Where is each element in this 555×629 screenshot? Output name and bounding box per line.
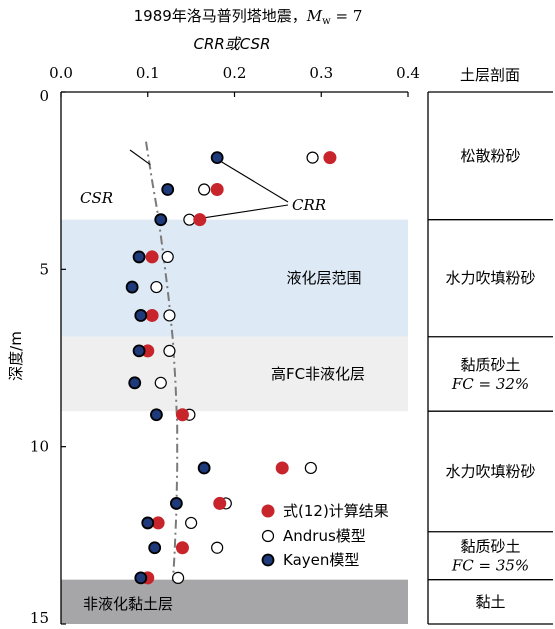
- point-s1-4: [145, 250, 159, 264]
- point-s3-6: [134, 309, 148, 322]
- point-s2-3: [183, 213, 196, 226]
- legend-label-2: Andrus模型: [283, 527, 366, 545]
- band-3: [61, 579, 408, 624]
- band-2: [61, 336, 408, 412]
- point-s2-6: [163, 309, 176, 322]
- point-s1-11: [175, 541, 189, 555]
- strata-name-1: 松散粉砂: [460, 147, 520, 165]
- point-s3-7: [132, 344, 146, 358]
- point-s3-2: [161, 183, 175, 196]
- point-s2-14: [172, 571, 185, 584]
- point-s3-9: [150, 408, 163, 422]
- strata-fc-5: FC = 35%: [451, 557, 529, 575]
- point-s2-10: [304, 461, 317, 475]
- x-tick-label-3: 0.2: [223, 64, 247, 82]
- y-tick-label-3: 10: [30, 438, 49, 456]
- csr-label: CSR: [80, 189, 113, 207]
- point-s1-1: [323, 151, 337, 165]
- axes: 0.0 0.1 0.2 0.3 0.4 0 5 10 15: [30, 64, 420, 627]
- point-s3-4: [132, 250, 146, 264]
- legend-marker-3: [261, 553, 275, 567]
- x-tick-label-1: 0.0: [49, 64, 73, 82]
- point-s2-4: [161, 250, 174, 264]
- point-s3-5: [125, 280, 139, 294]
- point-s3-10: [197, 461, 211, 475]
- point-s1-9: [213, 496, 227, 510]
- point-s2-12: [185, 516, 198, 530]
- point-s3-11: [169, 497, 183, 510]
- x-axis-label: CRR或CSR: [193, 35, 270, 53]
- strata-name-3: 黏质砂土: [460, 356, 520, 374]
- point-s1-5: [145, 308, 159, 322]
- point-s1-8: [275, 461, 289, 475]
- csr-leader: [129, 149, 151, 166]
- crr-label: CRR: [292, 196, 326, 214]
- y-tick-label-2: 5: [39, 260, 49, 278]
- points-layer: [125, 151, 337, 585]
- x-tick-label-5: 0.4: [396, 64, 420, 82]
- point-s3-1: [210, 151, 224, 165]
- strata-name-4: 水力吹填粉砂: [445, 462, 535, 480]
- crr-leader-1: [220, 161, 289, 203]
- point-s3-3: [154, 213, 168, 227]
- point-s1-3: [193, 213, 207, 227]
- legend-marker-1: [261, 504, 275, 518]
- strata-title: 土层剖面: [460, 66, 520, 84]
- strata-name-5: 黏质砂土: [460, 538, 520, 556]
- legend: 式(12)计算结果 Andrus模型 Kayen模型: [261, 502, 389, 569]
- annotation-layer: CSR CRR: [80, 149, 326, 219]
- strata-name-2: 水力吹填粉砂: [445, 269, 535, 287]
- point-s1-2: [210, 183, 224, 197]
- band-layer: [61, 219, 408, 624]
- band-label-3: 非液化黏土层: [83, 595, 173, 613]
- band-label-2: 高FC非液化层: [271, 365, 365, 383]
- point-s2-8: [154, 376, 167, 389]
- band-label-1: 液化层范围: [286, 269, 361, 287]
- point-s1-7: [175, 408, 189, 422]
- legend-label-3: Kayen模型: [283, 551, 359, 569]
- crr-leader-2: [204, 204, 289, 219]
- point-s2-5: [150, 280, 163, 294]
- strata-name-6: 黏土: [475, 593, 505, 611]
- x-tick-label-2: 0.1: [136, 64, 160, 82]
- y-tick-label-4: 15: [30, 609, 49, 627]
- point-s3-12: [141, 516, 155, 530]
- band-1: [61, 219, 408, 337]
- point-s2-2: [198, 183, 211, 196]
- chart-title: 1989年洛马普列塔地震，Mw = 7: [134, 7, 363, 27]
- strata-fc-3: FC = 32%: [451, 375, 529, 393]
- point-s2-13: [211, 541, 224, 554]
- legend-label-1: 式(12)计算结果: [283, 502, 389, 520]
- legend-marker-2: [261, 529, 275, 543]
- point-s2-1: [306, 151, 319, 164]
- point-s2-7: [163, 344, 176, 358]
- point-s3-8: [128, 376, 142, 390]
- y-tick-label-1: 0: [39, 87, 49, 105]
- point-s3-14: [134, 571, 148, 585]
- point-s3-13: [148, 541, 162, 555]
- y-axis-label: 深度/m: [7, 331, 25, 381]
- x-tick-label-4: 0.3: [309, 64, 333, 82]
